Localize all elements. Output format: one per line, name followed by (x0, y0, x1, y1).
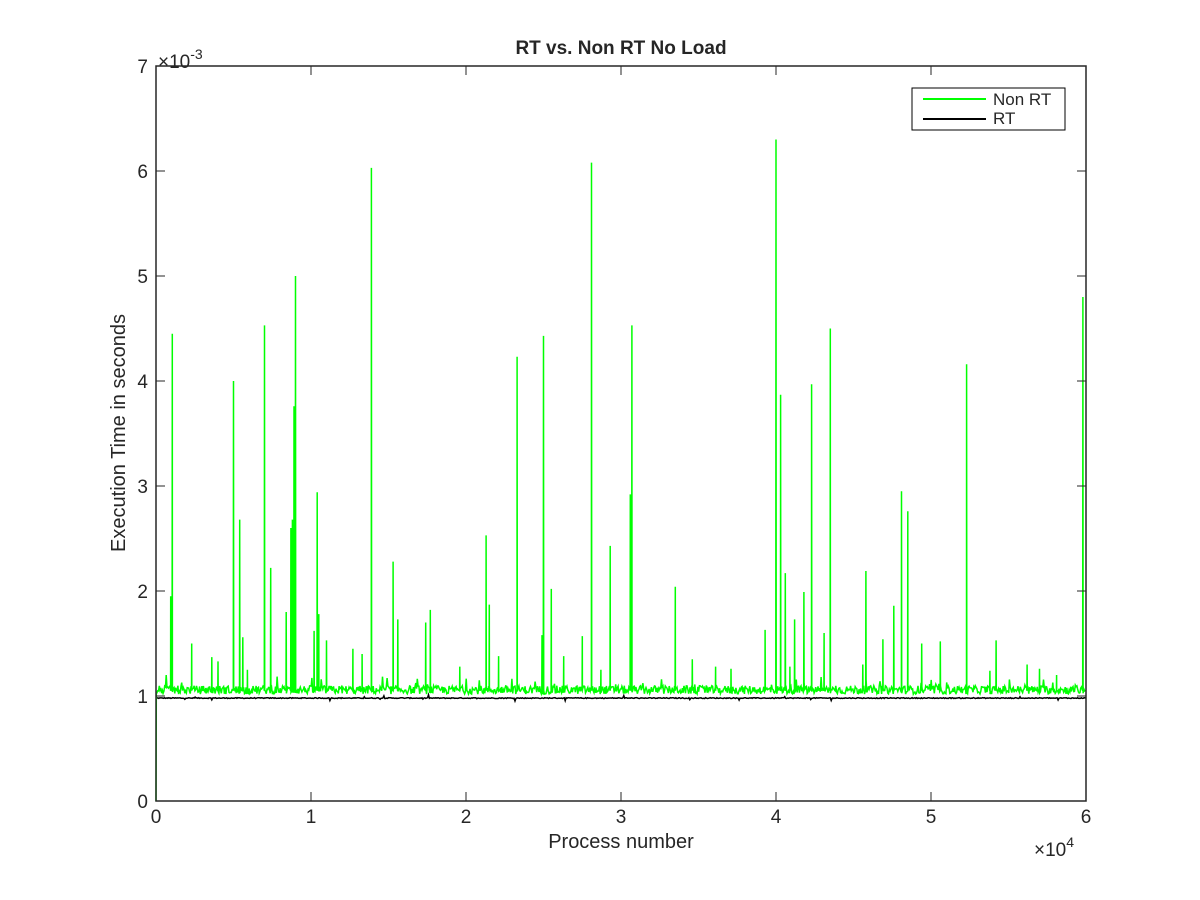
y-tick-label: 3 (137, 477, 148, 498)
legend: Non RT RT (911, 87, 1066, 131)
legend-box (911, 87, 1066, 131)
y-axis-exponent: ×10-3 (158, 46, 203, 73)
x-tick-label: 0 (151, 807, 162, 828)
y-tick-label: 4 (137, 372, 148, 393)
y-tick-label: 1 (137, 687, 148, 708)
axes-layer: 0 1 2 3 4 5 6 0 1 2 3 4 5 6 7 (137, 57, 1091, 828)
y-tick-label: 5 (137, 267, 148, 288)
x-axis-label: Process number (548, 831, 694, 853)
y-axis-label: Execution Time in seconds (108, 314, 130, 552)
y-tick-label: 2 (137, 582, 148, 603)
plot-area (156, 66, 1086, 801)
y-tick-label: 0 (137, 792, 148, 813)
legend-label-rt: RT (993, 109, 1015, 128)
series-line-non-rt (155, 139, 1086, 802)
x-tick-label: 1 (306, 807, 317, 828)
series-line-rt (156, 692, 1086, 704)
x-tick-label: 6 (1081, 807, 1092, 828)
x-tick-label: 2 (461, 807, 472, 828)
x-tick-label: 4 (771, 807, 782, 828)
x-tick-label: 3 (616, 807, 627, 828)
chart-title: RT vs. Non RT No Load (515, 38, 726, 59)
y-tick-label: 6 (137, 162, 148, 183)
y-tick-label: 7 (137, 57, 148, 78)
x-axis-exponent: ×104 (1034, 834, 1074, 861)
series-layer (155, 139, 1086, 802)
legend-label-non-rt: Non RT (993, 90, 1051, 109)
x-tick-label: 5 (926, 807, 937, 828)
